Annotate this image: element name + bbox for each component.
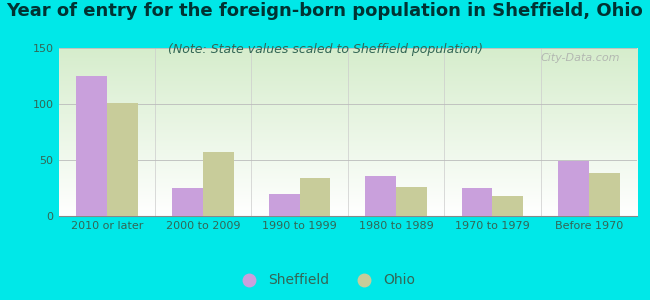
Bar [107, 103, 138, 216]
Text: Year of entry for the foreign-born population in Sheffield, Ohio: Year of entry for the foreign-born popul… [6, 2, 644, 20]
Bar [203, 152, 234, 216]
Bar [268, 194, 300, 216]
Bar [396, 187, 427, 216]
Text: City-Data.com: City-Data.com [540, 53, 619, 63]
Bar [300, 178, 330, 216]
Text: (Note: State values scaled to Sheffield population): (Note: State values scaled to Sheffield … [168, 44, 482, 56]
Bar [172, 188, 203, 216]
Bar [76, 76, 107, 216]
Legend: Sheffield, Ohio: Sheffield, Ohio [229, 268, 421, 293]
Bar [493, 196, 523, 216]
Bar [462, 188, 492, 216]
Bar [365, 176, 396, 216]
Bar [589, 173, 619, 216]
Bar [558, 161, 589, 216]
